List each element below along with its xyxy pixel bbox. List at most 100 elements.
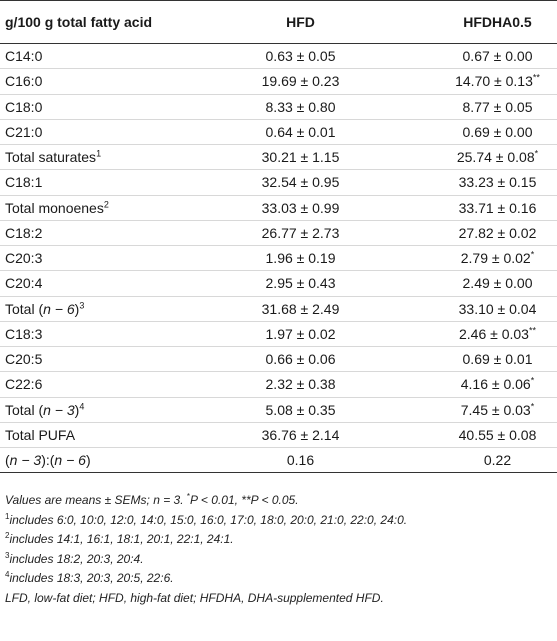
hfdha-value: 25.74 ± 0.08: [456, 149, 535, 166]
hfd-value: 1.96 ± 0.19: [215, 245, 386, 272]
hfdha-value-cell: 8.77 ± 0.05: [386, 94, 557, 120]
hfdha-value-cell: 0.22: [386, 447, 557, 474]
hfdha-value-cell: 25.74 ± 0.08*: [386, 144, 557, 171]
hfd-value: 30.21 ± 1.15: [215, 144, 386, 171]
hfdha-value-cell: 0.69 ± 0.01: [386, 346, 557, 373]
hfdha-value: 40.55 ± 0.08: [458, 426, 537, 443]
hfdha-value: 33.23 ± 0.15: [458, 174, 537, 191]
name-suffix: ): [74, 300, 80, 317]
hfd-value: 31.68 ± 2.49: [215, 296, 386, 322]
fatty-acid-table-container: g/100 g total fatty acid HFD HFDHA0.5 C1…: [0, 0, 557, 474]
fatty-acid-name: Total saturates1: [0, 144, 215, 171]
footnote-number: 4: [5, 570, 10, 579]
hfd-value: 2.32 ± 0.38: [215, 371, 386, 398]
hfdha-value: 2.46 ± 0.03: [459, 325, 529, 342]
hfd-value: 5.08 ± 0.35: [215, 397, 386, 423]
footnote-1: 1includes 6:0, 10:0, 12:0, 14:0, 15:0, 1…: [5, 511, 553, 531]
hfdha-value-cell: 4.16 ± 0.06*: [386, 371, 557, 398]
table-row: C20:5 0.66 ± 0.06 0.69 ± 0.01: [0, 346, 557, 373]
fatty-acid-name: Total (n − 3)4: [0, 397, 215, 423]
hfdha-value: 2.79 ± 0.02: [460, 250, 531, 267]
table-row: C20:4 2.95 ± 0.43 2.49 ± 0.00: [0, 270, 557, 297]
hfdha-value-cell: 14.70 ± 0.13**: [386, 68, 557, 95]
fatty-acid-name: C21:0: [0, 119, 215, 146]
hfd-value: 0.64 ± 0.01: [215, 119, 386, 146]
significance-mark: **: [532, 72, 540, 83]
fatty-acid-name: C20:3: [0, 245, 215, 272]
hfdha-value: 8.77 ± 0.05: [462, 98, 533, 115]
name-label: C20:5: [5, 351, 43, 368]
significance-mark: *: [530, 400, 535, 411]
footnote-number: 2: [5, 531, 10, 540]
fatty-acid-name: C18:2: [0, 220, 215, 247]
fatty-acid-name: Total (n − 6)3: [0, 296, 215, 322]
significance-mark: **: [528, 325, 536, 336]
footnote-2: 2includes 14:1, 16:1, 18:1, 20:1, 22:1, …: [5, 530, 553, 550]
hfdha-value-cell: 0.69 ± 0.00: [386, 119, 557, 146]
header-hfd: HFD: [215, 0, 386, 44]
significance-mark: *: [530, 375, 535, 386]
table-row: C14:0 0.63 ± 0.05 0.67 ± 0.00: [0, 43, 557, 70]
header-fatty-acid: g/100 g total fatty acid: [0, 0, 215, 44]
footnote-3: 3includes 18:2, 20:3, 20:4.: [5, 550, 553, 570]
fatty-acid-name: C20:5: [0, 346, 215, 373]
table-row: C18:3 1.97 ± 0.02 2.46 ± 0.03**: [0, 321, 557, 348]
name-label: Total saturates: [5, 149, 97, 166]
table-row: C18:0 8.33 ± 0.80 8.77 ± 0.05: [0, 94, 557, 120]
hfdha-value-cell: 33.71 ± 0.16: [386, 195, 557, 221]
table-row: C18:1 32.54 ± 0.95 33.23 ± 0.15: [0, 169, 557, 196]
table-row: C16:0 19.69 ± 0.23 14.70 ± 0.13**: [0, 68, 557, 95]
fatty-acid-name: C14:0: [0, 43, 215, 70]
table-header-row: g/100 g total fatty acid HFD HFDHA0.5: [0, 0, 557, 44]
name-label: C14:0: [5, 48, 43, 65]
table-row: Total PUFA 36.76 ± 2.14 40.55 ± 0.08: [0, 422, 557, 449]
footnote-ref: 4: [79, 400, 85, 411]
fatty-acid-name: C18:0: [0, 94, 215, 120]
note-abbreviations: LFD, low-fat diet; HFD, high-fat diet; H…: [5, 590, 384, 605]
hfdha-value: 14.70 ± 0.13: [455, 73, 533, 90]
hfdha-value-cell: 7.45 ± 0.03*: [386, 397, 557, 423]
name-label: Total PUFA: [5, 426, 76, 443]
table-body: C14:0 0.63 ± 0.05 0.67 ± 0.00 C16:0 19.69 ± …: [0, 43, 557, 474]
name-prefix: (: [5, 452, 10, 469]
footnote-text: includes 18:2, 20:3, 20:4.: [9, 551, 144, 566]
name-label: n − 6: [43, 300, 75, 317]
name-label: C18:1: [5, 174, 43, 191]
table-row: C21:0 0.64 ± 0.01 0.69 ± 0.00: [0, 119, 557, 146]
name-label: C20:4: [5, 275, 43, 292]
note-values-pvalues: P < 0.01, **P < 0.05.: [190, 493, 299, 507]
significance-mark: *: [534, 148, 539, 159]
name-label: n − 3: [9, 452, 42, 469]
hfdha-value: 2.49 ± 0.00: [462, 275, 533, 292]
hfdha-value-cell: 2.49 ± 0.00: [386, 270, 557, 297]
name-label: C21:0: [5, 123, 43, 140]
header-hfdha: HFDHA0.5: [386, 0, 557, 44]
hfdha-value: 7.45 ± 0.03: [460, 401, 531, 418]
name-label: C18:3: [5, 325, 43, 342]
hfdha-value: 4.16 ± 0.06: [460, 376, 531, 393]
fatty-acid-name: Total PUFA: [0, 422, 215, 449]
hfdha-value: 27.82 ± 0.02: [458, 224, 537, 241]
name-label: C20:3: [5, 250, 43, 267]
hfdha-value: 0.69 ± 0.00: [462, 123, 533, 140]
footnote-ref: 2: [103, 198, 109, 209]
footnote-text: includes 18:3, 20:3, 20:5, 22:6.: [9, 571, 174, 585]
hfdha-value-cell: 33.23 ± 0.15: [386, 169, 557, 196]
footnote-number: 3: [5, 550, 10, 560]
hfdha-value: 0.69 ± 0.01: [462, 351, 533, 368]
hfd-value: 32.54 ± 0.95: [215, 169, 386, 196]
hfd-value: 0.66 ± 0.06: [215, 346, 386, 373]
hfd-value: 26.77 ± 2.73: [215, 220, 386, 247]
fatty-acid-name: C20:4: [0, 270, 215, 297]
footnote-ref: 1: [96, 148, 102, 159]
fatty-acid-name: C18:3: [0, 321, 215, 348]
hfd-value: 0.16: [215, 447, 386, 474]
table-notes: Values are means ± SEMs; n = 3. *P < 0.0…: [5, 491, 553, 608]
hfdha-value: 33.71 ± 0.16: [458, 199, 537, 216]
name-prefix: Total (: [5, 300, 44, 317]
fatty-acid-name: (n − 3):(n − 6): [0, 447, 215, 474]
hfdha-value-cell: 40.55 ± 0.08: [386, 422, 557, 449]
hfdha-value: 0.67 ± 0.00: [462, 48, 533, 65]
table-row: C20:3 1.96 ± 0.19 2.79 ± 0.02*: [0, 245, 557, 272]
table-row: C22:6 2.32 ± 0.38 4.16 ± 0.06*: [0, 371, 557, 398]
